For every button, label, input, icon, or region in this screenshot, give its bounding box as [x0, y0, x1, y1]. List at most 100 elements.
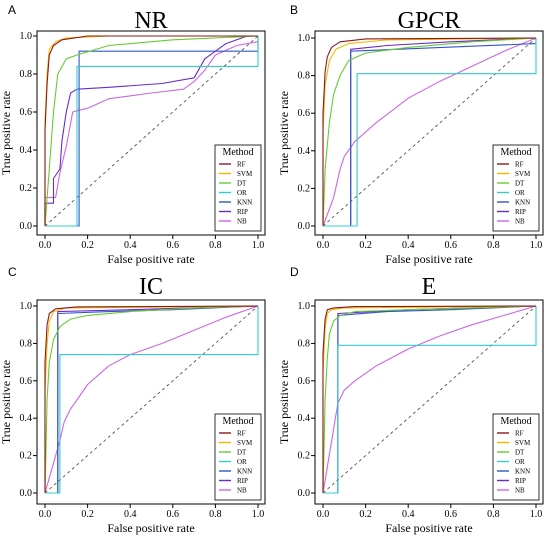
y-tick-label: 0.0	[298, 488, 311, 499]
legend-label-rf: RF	[237, 430, 246, 438]
chart-title: E	[422, 274, 437, 300]
legend-label-dt: DT	[237, 449, 247, 457]
x-tick-label: 0.8	[487, 240, 500, 251]
legend-label-nb: NB	[237, 218, 247, 226]
legend-box	[214, 413, 262, 501]
legend-label-svm: SVM	[515, 439, 531, 447]
series-line-nb	[44, 305, 259, 494]
series-line-rf	[44, 305, 259, 493]
legend-label-nb: NB	[515, 487, 525, 495]
x-tick-label: 0.4	[124, 240, 137, 251]
legend-label-dt: DT	[515, 449, 525, 457]
legend-label-or: OR	[237, 458, 247, 466]
legend-label-rf: RF	[515, 161, 524, 169]
chart-title: NR	[134, 8, 167, 34]
y-tick-label: 0.0	[20, 488, 33, 499]
legend-label-dt: DT	[515, 180, 525, 188]
legend-label-svm: SVM	[237, 170, 253, 178]
series-line-nb	[44, 41, 259, 226]
legend-label-rip: RIP	[237, 208, 248, 216]
y-tick-label: 0.4	[298, 146, 311, 157]
roc-panel-e: D E 0.0 0.2 0.4 0.6 0.8 1.0 0.0 0.2 0.4 0.6 0.8 1.0 Fa…	[277, 265, 544, 535]
series-line-or	[45, 36, 259, 227]
y-tick-label: 0.6	[298, 108, 311, 119]
legend-title: Method	[500, 416, 531, 427]
diagonal-reference-line	[44, 305, 259, 494]
series-line-nb	[322, 305, 537, 494]
series-line-dt	[322, 305, 537, 494]
y-tick-label: 0.2	[20, 183, 33, 194]
y-tick-label: 0.4	[298, 413, 311, 424]
legend-label-knn: KNN	[515, 199, 530, 207]
y-tick-label: 0.2	[20, 451, 33, 462]
legend-title: Method	[222, 416, 253, 427]
legend-label-rip: RIP	[515, 477, 526, 485]
x-tick-label: 0.6	[445, 509, 458, 520]
y-tick-label: 0.8	[298, 338, 311, 349]
series-line-or	[323, 306, 537, 494]
panel-letter: A	[8, 3, 16, 17]
x-tick-label: 1.0	[252, 509, 265, 520]
y-tick-label: 0.2	[298, 183, 311, 194]
x-tick-label: 0.8	[487, 509, 500, 520]
y-axis-label: True positive rate	[0, 91, 13, 175]
panel-letter: B	[290, 3, 298, 17]
y-tick-label: 0.6	[298, 376, 311, 387]
series-line-rf	[322, 305, 537, 493]
series-line-dt	[44, 305, 259, 494]
legend-label-nb: NB	[237, 487, 247, 495]
legend-label-or: OR	[237, 189, 247, 197]
series-line-or	[323, 38, 537, 227]
roc-panel-ic: C IC 0.0 0.2 0.4 0.6 0.8 1.0 0.0 0.2 0.4 0.6 0.8 1.0 F…	[0, 265, 266, 535]
x-tick-label: 0.2	[359, 240, 372, 251]
x-tick-label: 0.0	[39, 240, 52, 251]
x-tick-label: 0.4	[402, 509, 415, 520]
legend-label-knn: KNN	[237, 468, 252, 476]
series-line-rip	[44, 35, 258, 226]
diagonal-reference-line	[322, 305, 537, 494]
y-tick-label: 0.6	[20, 376, 33, 387]
legend-title: Method	[222, 147, 253, 158]
x-tick-label: 1.0	[252, 240, 265, 251]
x-tick-label: 0.8	[209, 509, 222, 520]
x-tick-label: 1.0	[530, 509, 543, 520]
x-axis-label: False positive rate	[385, 252, 472, 266]
y-tick-label: 1.0	[298, 33, 311, 44]
series-line-nb	[322, 37, 537, 227]
y-tick-label: 0.4	[20, 145, 33, 156]
series-line-dt	[322, 37, 537, 227]
legend-label-knn: KNN	[515, 468, 530, 476]
y-tick-label: 0.0	[20, 221, 33, 232]
roc-panel-gpcr: B GPCR 0.0 0.2 0.4 0.6 0.8 1.0 0.0 0.2 0.4 0.6 0.8 1.…	[277, 3, 544, 266]
x-tick-label: 0.0	[317, 240, 330, 251]
y-axis-label: True positive rate	[277, 91, 291, 175]
x-tick-label: 0.4	[402, 240, 415, 251]
legend-box	[492, 144, 540, 232]
legend-label-rf: RF	[515, 430, 524, 438]
y-tick-label: 1.0	[20, 301, 33, 312]
roc-panel-nr: A NR 0.0 0.2 0.4 0.6 0.8 1.0 0.0 0.2 0.4 0.6 0.8 1.0 F…	[0, 3, 266, 266]
x-tick-label: 0.2	[81, 509, 94, 520]
plot-frame	[314, 299, 544, 505]
legend-label-knn: KNN	[237, 199, 252, 207]
y-tick-label: 0.6	[20, 107, 33, 118]
legend-label-rip: RIP	[515, 208, 526, 216]
y-tick-label: 0.2	[298, 451, 311, 462]
panel-letter: D	[290, 265, 299, 279]
panel-letter: C	[8, 265, 17, 279]
chart-title: IC	[139, 274, 163, 300]
x-tick-label: 0.6	[167, 509, 180, 520]
legend-label-rip: RIP	[237, 477, 248, 485]
legend-label-svm: SVM	[237, 439, 253, 447]
series-line-or	[45, 306, 259, 494]
x-tick-label: 0.2	[81, 240, 94, 251]
x-tick-label: 0.8	[209, 240, 222, 251]
plot-frame	[36, 299, 266, 505]
y-tick-label: 0.8	[20, 69, 33, 80]
chart-title: GPCR	[398, 8, 461, 34]
x-tick-label: 1.0	[530, 240, 543, 251]
legend-box	[492, 413, 540, 501]
